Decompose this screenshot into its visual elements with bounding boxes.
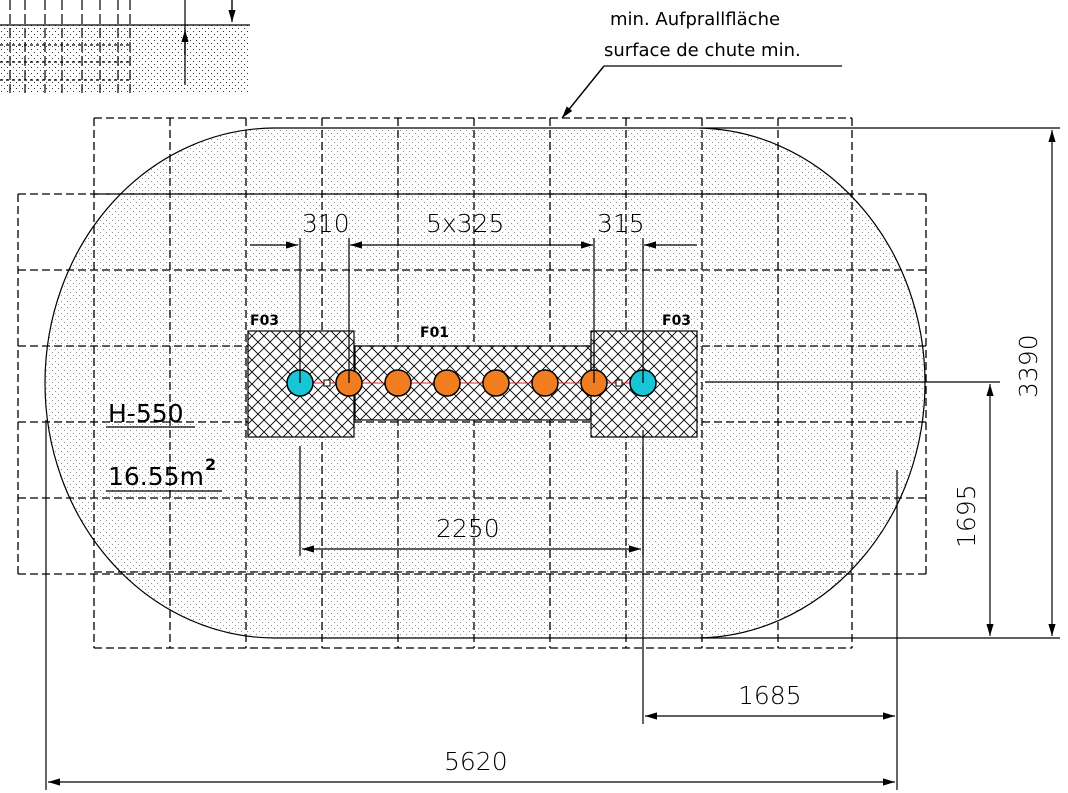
right-connector <box>615 379 623 387</box>
dim-1695: 1695 <box>952 484 981 548</box>
impact-area-callout: min. Aufprallfläche surface de chute min… <box>561 9 842 119</box>
top-dimensions <box>250 238 697 383</box>
post-lines <box>0 0 131 93</box>
note-line-1: min. Aufprallfläche <box>610 9 780 30</box>
right-dimensions <box>700 127 1060 639</box>
seat-5 <box>531 369 559 397</box>
area-value: 16.55m <box>108 462 204 491</box>
dim-2250: 2250 <box>436 514 500 543</box>
dim-1685: 1685 <box>738 681 802 710</box>
area-label: H-550 16.55m 2 <box>106 399 222 492</box>
seat-3 <box>433 369 461 397</box>
note-line-2: surface de chute min. <box>604 40 801 61</box>
dim-5x325: 5x325 <box>426 209 504 238</box>
area-exponent: 2 <box>205 455 216 474</box>
height-label: H-550 <box>108 399 184 428</box>
dim-3390: 3390 <box>1014 334 1043 398</box>
ground-section <box>0 25 250 93</box>
dim-5620: 5620 <box>444 747 508 776</box>
bottom-dimensions <box>45 420 898 790</box>
dim-315: 315 <box>597 209 645 238</box>
left-post-tag: F03 <box>250 313 279 329</box>
dim-310: 310 <box>302 209 350 238</box>
seat-2 <box>384 369 412 397</box>
right-post-tag: F03 <box>662 313 691 329</box>
swing-frame: F03 F01 F03 <box>247 313 698 438</box>
beam-tag: F01 <box>420 325 449 341</box>
detail-fragment <box>0 0 250 93</box>
seat-4 <box>482 369 510 397</box>
left-connector <box>323 379 331 387</box>
callout-arrow <box>561 65 605 119</box>
